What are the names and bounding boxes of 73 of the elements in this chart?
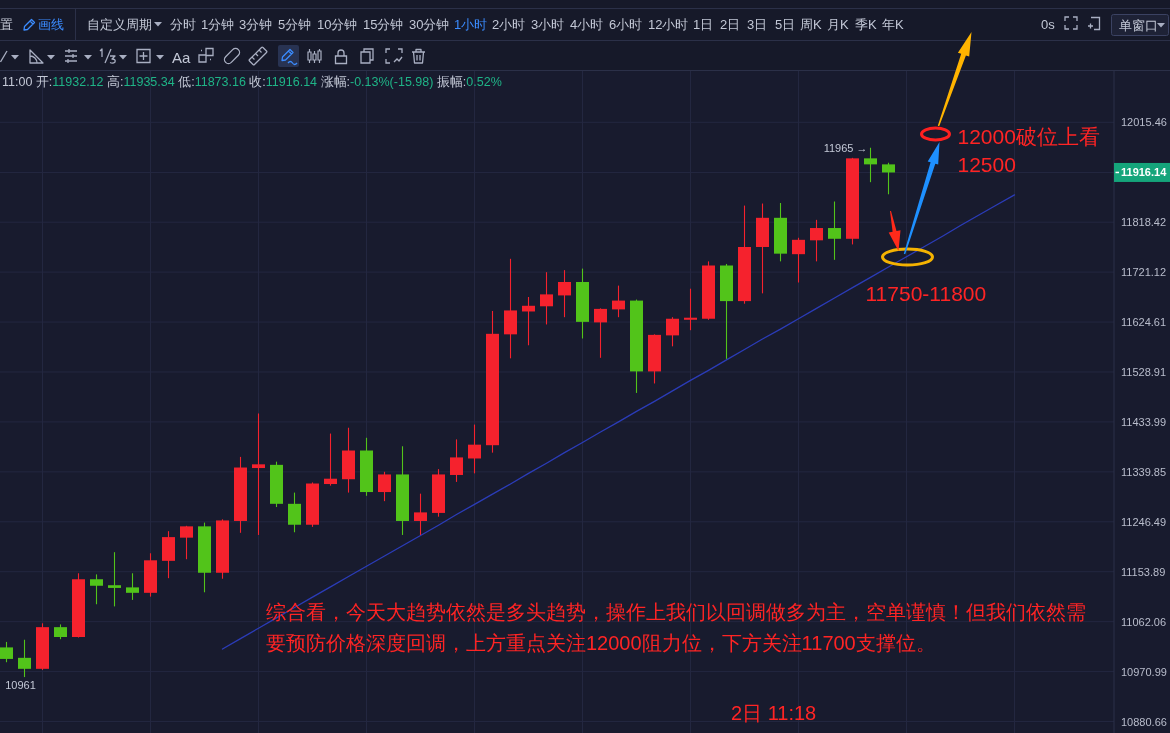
candlestick <box>126 572 139 601</box>
text: 5日 <box>775 16 796 32</box>
y-tick-label: 11721.12 <box>1121 266 1167 279</box>
annotation: 11965 → <box>823 141 868 154</box>
candlestick <box>324 433 337 487</box>
text: 自定义周期 <box>87 16 152 32</box>
candlestick <box>0 641 13 663</box>
text: 4小时 <box>570 16 604 32</box>
text: 2日 <box>720 16 741 32</box>
y-tick-label: 10880.66 <box>1121 715 1167 728</box>
text: 1日 <box>693 16 714 32</box>
text: 6小时 <box>609 16 643 32</box>
candlestick <box>882 162 895 195</box>
y-tick-label: 10970.99 <box>1121 665 1167 678</box>
candlestick <box>288 492 301 533</box>
candlestick <box>108 551 121 607</box>
text: 单窗口 <box>1119 17 1158 33</box>
candlestick <box>468 424 481 474</box>
text: 3日 <box>747 16 768 32</box>
candlestick <box>162 530 175 579</box>
text: 1小时 <box>454 16 488 32</box>
candlestick <box>864 147 877 183</box>
text: 分时 <box>170 16 196 32</box>
text: 10分钟 <box>317 16 358 32</box>
text: 2小时 <box>492 16 526 32</box>
candlestick <box>180 525 193 560</box>
text: 5分钟 <box>278 16 312 32</box>
y-tick-label: 11528.91 <box>1121 365 1167 378</box>
text: 30分钟 <box>409 16 450 32</box>
candlestick <box>540 271 553 326</box>
candlestick <box>378 471 391 502</box>
candlestick <box>450 438 463 483</box>
annotation: 11750-11800 <box>865 281 987 305</box>
annotation: 综合看，今天大趋势依然是多头趋势，操作上我们以回调做多为主，空单谨慎！但我们依然需要预防价格深度回调，上方重点关注12000阻力位，下方关注11700支撑位。 <box>266 601 1086 654</box>
text: 1分钟 <box>201 16 235 32</box>
text: 周K <box>800 16 822 32</box>
candlestick <box>18 639 31 678</box>
candlestick <box>90 573 103 605</box>
candlestick <box>504 258 517 359</box>
text: 11:00 开:11932.12 高:11935.34 低:11873.16 收:11916.14 涨幅:-0.13%(-15.98) 振幅:0.52% <box>2 75 502 89</box>
candlestick <box>666 316 679 347</box>
y-tick-label: 11624.61 <box>1121 316 1167 329</box>
candlestick <box>828 200 841 261</box>
candlestick <box>594 307 607 359</box>
text: 15分钟 <box>363 16 404 32</box>
candlestick <box>810 219 823 262</box>
text: Aa <box>172 48 191 66</box>
y-tick-label: 11153.89 <box>1121 565 1166 578</box>
y-tick-label: 11339.85 <box>1121 465 1167 478</box>
candlestick <box>612 285 625 318</box>
text: 置 <box>0 16 13 32</box>
text: 月K <box>827 16 849 32</box>
text: 12小时 <box>648 16 689 32</box>
candlestick <box>684 288 697 331</box>
y-tick-label: 11246.49 <box>1121 515 1167 528</box>
annotation: 2日 11:18 <box>731 702 817 724</box>
y-tick-label: 11916.14 <box>1121 166 1168 179</box>
candlestick <box>252 412 265 536</box>
y-tick-label: 11062.06 <box>1121 615 1167 628</box>
candlestick <box>792 237 805 284</box>
candlestick <box>558 269 571 318</box>
text: 0s <box>1041 16 1056 32</box>
annotation: 12000破位上看 12500 <box>957 124 1100 176</box>
text: 画线 <box>38 16 64 32</box>
y-tick-label: 12015.46 <box>1121 116 1167 129</box>
y-tick-label: 11818.42 <box>1121 216 1167 229</box>
text: 年K <box>882 16 904 32</box>
y-tick-label: 11433.99 <box>1121 415 1167 428</box>
annotation: 10961 <box>5 679 36 692</box>
text: 3小时 <box>531 16 565 32</box>
text: 季K <box>855 16 877 32</box>
candlestick <box>414 493 427 536</box>
text: 3分钟 <box>239 16 273 32</box>
